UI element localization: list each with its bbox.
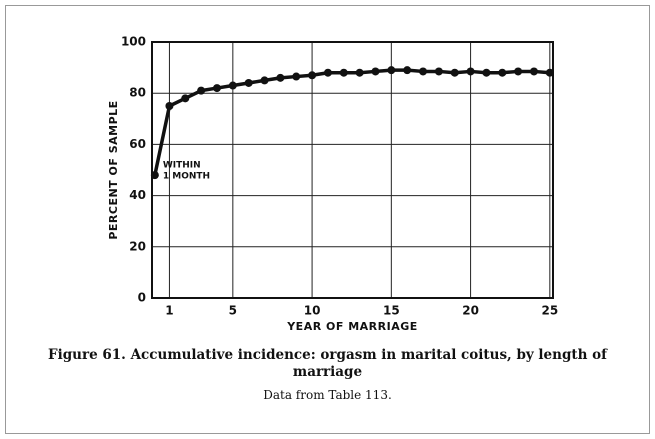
data-point [498, 68, 507, 77]
data-point [181, 94, 190, 103]
x-tick-label: 25 [541, 304, 558, 318]
y-tick-label: 40 [129, 188, 146, 202]
data-point [308, 71, 317, 80]
data-point [514, 67, 523, 76]
data-point [228, 81, 237, 90]
note: Data from Table 113. [263, 388, 392, 402]
data-point [165, 102, 174, 110]
data-point [403, 66, 412, 75]
frame [5, 5, 650, 434]
caption: Figure 61. Accumulative incidence: orgas… [48, 347, 607, 380]
x-tick-label: 10 [304, 304, 321, 318]
data-point [419, 67, 428, 76]
x-axis-label: YEAR OF MARRIAGE [286, 320, 418, 333]
data-point [339, 68, 348, 77]
y-tick-label: 100 [121, 35, 146, 49]
x-tick-label: 20 [462, 304, 479, 318]
data-point [355, 68, 364, 77]
annotation: WITHIN [163, 161, 201, 171]
data-point [545, 68, 554, 77]
data-point [244, 78, 253, 87]
y-tick-label: 0 [138, 291, 146, 305]
data-point [466, 67, 475, 76]
data-point [260, 76, 269, 85]
data-point [482, 68, 491, 77]
data-point [276, 73, 285, 82]
data-point [450, 68, 459, 77]
y-axis-label: PERCENT OF SAMPLE [107, 100, 120, 239]
data-point [371, 67, 380, 76]
x-tick-label: 1 [165, 304, 173, 318]
data-point [529, 67, 538, 76]
data-point [292, 72, 301, 81]
x-tick-label: 15 [383, 304, 400, 318]
y-tick-label: 20 [129, 239, 146, 253]
annotation: 1 MONTH [163, 172, 210, 182]
data-point [387, 66, 396, 75]
data-point [197, 86, 206, 95]
data-point [323, 68, 332, 77]
plot-border [151, 41, 554, 299]
y-tick-label: 80 [129, 86, 146, 100]
y-tick-label: 60 [129, 137, 146, 151]
data-point [150, 171, 159, 180]
data-point [434, 67, 443, 76]
x-tick-label: 5 [229, 304, 237, 318]
data-point [212, 84, 221, 93]
